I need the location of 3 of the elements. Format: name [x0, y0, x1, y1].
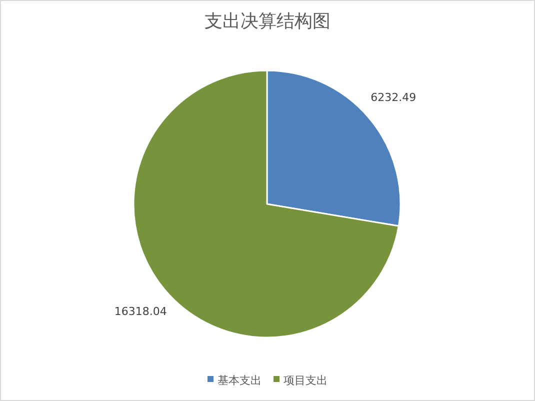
legend-label: 项目支出	[284, 374, 328, 387]
title: 支出决算结构图	[204, 11, 330, 32]
legend-label: 基本支出	[218, 374, 262, 387]
